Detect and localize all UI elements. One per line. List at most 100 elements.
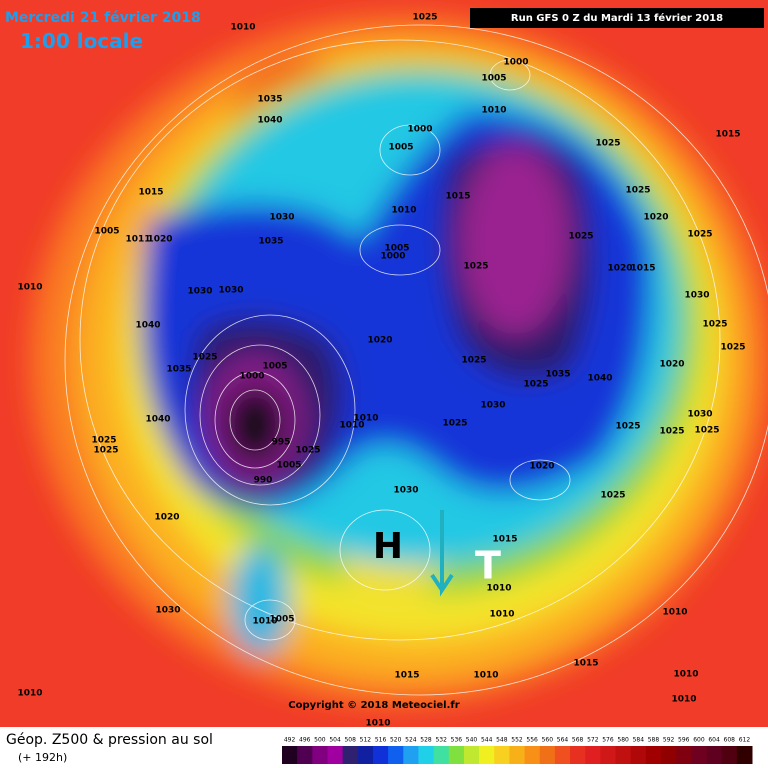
colorbar-swatch [721, 746, 738, 764]
colorbar-swatch [645, 746, 662, 764]
colorbar-swatch [630, 746, 647, 764]
footer-title: Géop. Z500 & pression au sol [6, 732, 213, 748]
colorbar-tick-label: 516 [375, 737, 387, 744]
colorbar-tick-label: 500 [314, 737, 326, 744]
colorbar-tick-label: 492 [284, 737, 296, 744]
isobar-label: 1020 [607, 264, 632, 274]
colorbar-swatch [327, 746, 344, 764]
isobar-labels: 1025101010001005101010351040100010051015… [17, 13, 745, 729]
isobar-label: 1005 [262, 362, 287, 372]
isobar-label: 1030 [393, 486, 418, 496]
map-field [0, 0, 768, 727]
isobar-label: 1025 [523, 380, 548, 390]
isobar-label: 1010 [17, 283, 42, 293]
isobar-label: 1035 [166, 365, 191, 375]
colorbar-swatch [539, 746, 556, 764]
colorbar-tick-label: 540 [466, 737, 478, 744]
colorbar-swatch [661, 746, 677, 764]
isobar-label: 1010 [662, 608, 687, 618]
isobar-label: 1025 [702, 320, 727, 330]
isobar-label: 1030 [480, 401, 505, 411]
colorbar-swatch [403, 746, 419, 764]
colorbar-tick-label: 576 [602, 737, 614, 744]
colorbar-tick-label: 536 [451, 737, 463, 744]
colorbar-tick-label: 528 [420, 737, 432, 744]
isobar-label: 1030 [684, 291, 709, 301]
footer-lead: (+ 192h) [18, 751, 67, 764]
isobar-label: 1010 [481, 106, 506, 116]
isobar-label: 1015 [138, 188, 163, 198]
isobar-label: 1025 [694, 426, 719, 436]
colorbar-tick-label: 596 [678, 737, 690, 744]
colorbar-swatch [570, 746, 586, 764]
colorbar-tick-label: 544 [481, 737, 493, 744]
colorbar-swatch [357, 746, 374, 764]
isobar-label: 1010 [489, 610, 514, 620]
isobar-label: 1025 [463, 262, 488, 272]
isobar-label: 1025 [442, 419, 467, 429]
isobar-label: 1025 [192, 353, 217, 363]
colorbar-swatch [585, 746, 601, 764]
colorbar-swatch [479, 746, 495, 764]
isobar-label: 1011 [125, 235, 150, 245]
isobar-label: 1010 [391, 206, 416, 216]
isobar-label: 1025 [600, 491, 625, 501]
isobar-label: 1040 [145, 415, 170, 425]
isobar-label: 1025 [568, 232, 593, 242]
isobar-label: 1025 [295, 446, 320, 456]
isobar-label: 1025 [93, 446, 118, 456]
colorbar-tick-label: 520 [390, 737, 402, 744]
colorbar-swatch [736, 746, 753, 764]
isobar-label: 1015 [630, 264, 655, 274]
colorbar-tick-label: 548 [496, 737, 508, 744]
colorbar-tick-label: 496 [299, 737, 311, 744]
isobar-label: 1025 [91, 436, 116, 446]
isobar-label: 1005 [481, 74, 506, 84]
isobar-label: 1005 [94, 227, 119, 237]
isobar-label: 995 [272, 438, 291, 448]
colorbar-swatch [509, 746, 526, 764]
colorbar-swatch [282, 746, 298, 764]
isobar-label: 1015 [492, 535, 517, 545]
isobar-label: 1025 [687, 230, 712, 240]
colorbar-swatch [433, 746, 450, 764]
isobar-label: 1020 [643, 213, 668, 223]
colorbar-tick-label: 504 [329, 737, 341, 744]
low-marker: T [475, 544, 501, 588]
isobar-label: 1005 [388, 143, 413, 153]
colorbar-swatch [494, 746, 510, 764]
isobar-label: 1015 [573, 659, 598, 669]
isobar-label: 1015 [445, 192, 470, 202]
isobar-label: 1015 [394, 671, 419, 681]
run-label: Run GFS 0 Z du Mardi 13 février 2018 [511, 12, 723, 24]
isobar-label: 1010 [339, 421, 364, 431]
isobar-label: 1035 [258, 237, 283, 247]
date: Mercredi 21 février 2018 [5, 10, 201, 26]
colorbar-swatch [524, 746, 541, 764]
isobar-label: 990 [254, 476, 273, 486]
colorbar-tick-label: 556 [526, 737, 538, 744]
isobar-label: 1020 [154, 513, 179, 523]
isobar-label: 1040 [587, 374, 612, 384]
z500-field [30, 15, 768, 705]
isobar-label: 1020 [529, 462, 554, 472]
colorbar-tick-label: 508 [344, 737, 356, 744]
copyright: Copyright © 2018 Meteociel.fr [288, 700, 459, 711]
isobar-label: 1040 [135, 321, 160, 331]
isobar-label: 1030 [269, 213, 294, 223]
colorbar-tick-label: 512 [360, 737, 372, 744]
isobar-label: 1025 [461, 356, 486, 366]
isobar-label: 1005 [384, 244, 409, 254]
isobar-label: 1010 [353, 414, 378, 424]
colorbar-tick-label: 560 [542, 737, 554, 744]
run-box [470, 8, 764, 28]
isobar-label: 1010 [17, 689, 42, 699]
colorbar-tick-label: 588 [648, 737, 660, 744]
isobar-label: 1030 [218, 286, 243, 296]
time: 1:00 locale [20, 29, 143, 53]
colorbar-swatch [388, 746, 404, 764]
colorbar-tick-label: 580 [617, 737, 629, 744]
colorbar-swatch [312, 746, 328, 764]
isobar-label: 1025 [412, 13, 437, 23]
